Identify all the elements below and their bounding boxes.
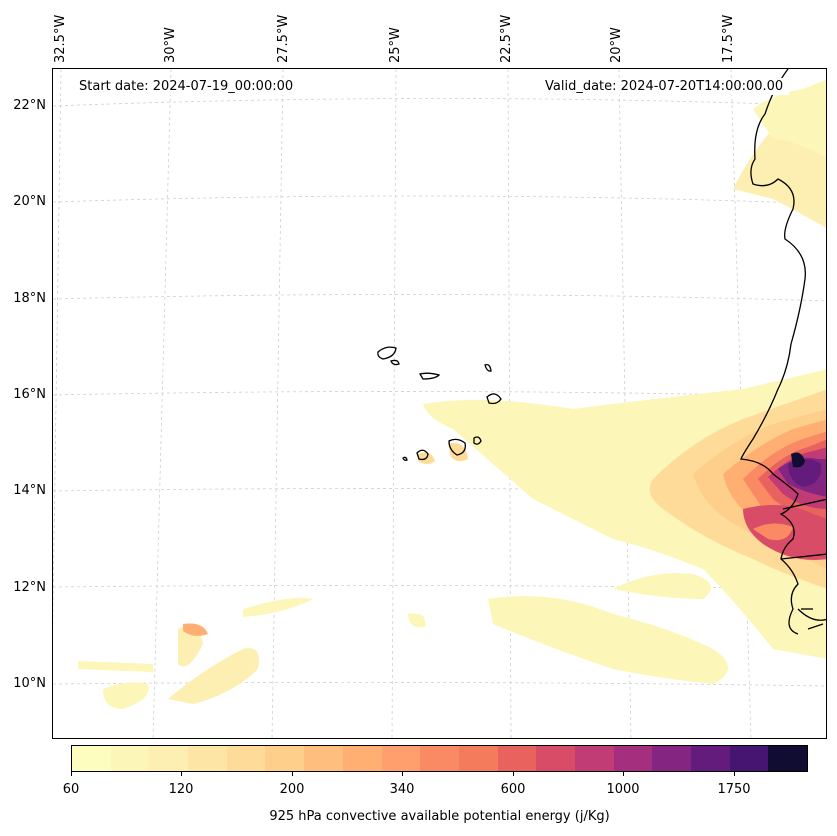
colorbar-tick [71, 772, 72, 776]
colorbar-tick [292, 772, 293, 776]
colorbar-segment-8 [381, 746, 421, 771]
colorbar-segment-11 [497, 746, 537, 771]
colorbar-segment-6 [304, 746, 343, 771]
colorbar-tick [402, 772, 403, 776]
colorbar-segment-1 [110, 746, 150, 771]
lon-label-20w: 20°W [609, 27, 624, 63]
lat-label-20n: 20°N [13, 194, 46, 209]
colorbar-tick [734, 772, 735, 776]
colorbar-segment-17 [729, 746, 769, 771]
cape-field [78, 79, 826, 709]
lat-label-14n: 14°N [13, 483, 46, 498]
lat-label-22n: 22°N [13, 98, 46, 113]
colorbar-segment-14 [613, 746, 653, 771]
colorbar-title: 925 hPa convective available potential e… [269, 809, 610, 824]
colorbar-segment-9 [420, 746, 459, 771]
colorbar-segment-7 [342, 746, 382, 771]
colorbar-label-1000: 1000 [606, 782, 640, 797]
colorbar-label-600: 600 [500, 782, 526, 797]
colorbar-segment-4 [226, 746, 266, 771]
lat-label-10n: 10°N [13, 676, 46, 691]
colorbar-segment-10 [458, 746, 498, 771]
lon-label-17-5w: 17.5°W [721, 14, 736, 63]
colorbar-label-120: 120 [168, 782, 194, 797]
colorbar-segment-16 [691, 746, 730, 771]
colorbar-label-1750: 1750 [717, 782, 751, 797]
colorbar-label-340: 340 [389, 782, 415, 797]
colorbar-tick [181, 772, 182, 776]
colorbar-tick [513, 772, 514, 776]
colorbar-segment-3 [188, 746, 227, 771]
colorbar-segment-15 [652, 746, 691, 771]
start-date-label: Start date: 2024-07-19_00:00:00 [73, 78, 300, 95]
cape-map [53, 69, 826, 738]
lon-label-22-5w: 22.5°W [499, 14, 514, 63]
lon-label-27-5w: 27.5°W [276, 14, 291, 63]
map-panel[interactable]: Start date: 2024-07-19_00:00:00 Valid_da… [52, 68, 827, 739]
colorbar-tick [623, 772, 624, 776]
lon-label-32-5w: 32.5°W [53, 14, 68, 63]
colorbar-segment-2 [149, 746, 189, 771]
lon-label-25w: 25°W [388, 27, 403, 63]
colorbar-segment-13 [574, 746, 614, 771]
lat-label-12n: 12°N [13, 580, 46, 595]
colorbar-segment-18 [768, 746, 808, 771]
colorbar-segment-0 [72, 746, 111, 771]
colorbar [71, 745, 808, 772]
lon-label-30w: 30°W [163, 27, 178, 63]
valid-date-label: Valid_date: 2024-07-20T14:00:00.00 [539, 78, 790, 95]
lat-label-16n: 16°N [13, 387, 46, 402]
colorbar-segment-5 [265, 746, 305, 771]
coastlines [377, 69, 826, 635]
colorbar-label-60: 60 [62, 782, 80, 797]
colorbar-segment-12 [536, 746, 575, 771]
lat-label-18n: 18°N [13, 291, 46, 306]
colorbar-label-200: 200 [279, 782, 305, 797]
